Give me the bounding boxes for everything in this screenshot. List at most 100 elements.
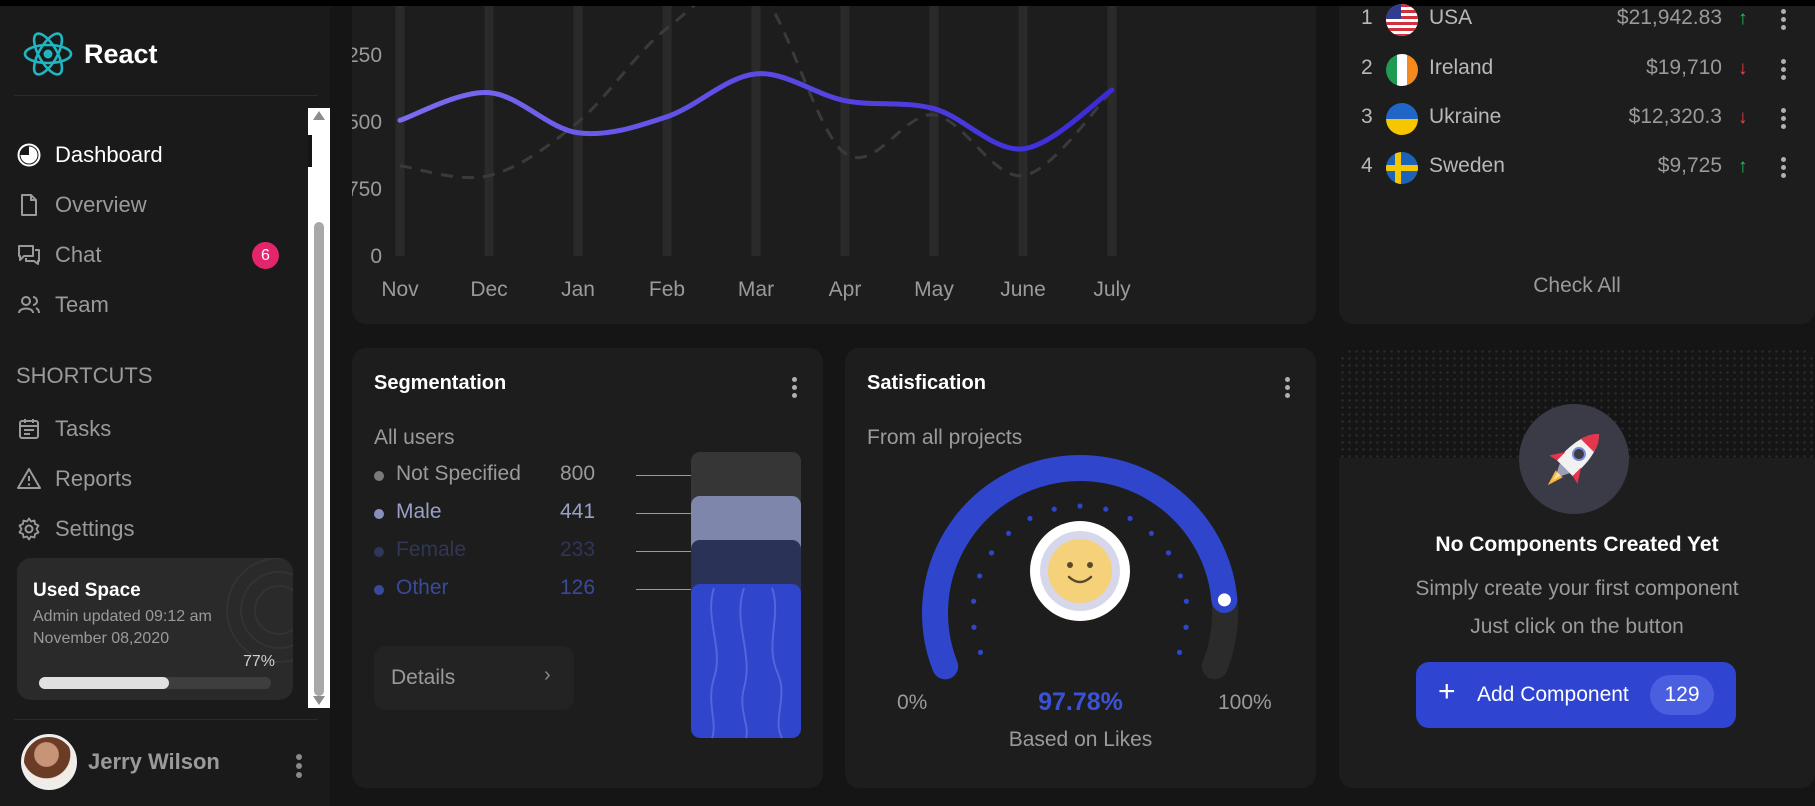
country-rank: 1 [1361, 6, 1373, 29]
ireland-flag-icon [1386, 54, 1418, 86]
arrow-down-icon: ↓ [1738, 107, 1748, 128]
x-tick-label: Feb [649, 278, 685, 301]
segmentation-menu-icon[interactable] [792, 377, 797, 401]
gauge-tick-dot [1051, 506, 1057, 512]
segment-connector [636, 551, 702, 552]
segment-row: Not Specified 800 [374, 460, 702, 490]
add-component-button[interactable]: + Add Component 129 [1416, 662, 1736, 728]
gauge-tick-dot [971, 598, 977, 604]
gauge-max-label: 100% [1218, 691, 1272, 714]
x-tick-label: Dec [470, 278, 507, 301]
used-space-title: Used Space [33, 580, 141, 601]
sidebar-item-label: Tasks [55, 416, 112, 441]
gauge-tick-dot [1165, 550, 1172, 556]
sidebar-item-label: Reports [55, 466, 133, 491]
sidebar: React Dashboard Overview Chat 6 [0, 6, 330, 806]
empty-state-hint: Just click on the button [1470, 615, 1684, 638]
satisfaction-gauge [922, 455, 1238, 680]
empty-components-card: No Components Created Yet Simply create … [1339, 348, 1815, 788]
top-edge [0, 0, 1815, 6]
react-logo-icon [23, 32, 73, 76]
gauge-tick-dot [1183, 598, 1189, 604]
x-tick-label: Jan [561, 278, 595, 301]
row-menu-icon[interactable] [1781, 108, 1786, 132]
chat-icon [18, 245, 40, 265]
sidebar-scrollbar[interactable] [308, 108, 330, 708]
country-row[interactable]: 4 Sweden $9,725 ↑ [1339, 144, 1815, 194]
avatar [21, 734, 77, 790]
row-menu-icon[interactable] [1781, 157, 1786, 181]
brand-name: React [84, 38, 158, 69]
gauge-fill [922, 455, 1238, 680]
sidebar-item-team[interactable]: Team [16, 280, 281, 330]
brand[interactable]: React [22, 28, 158, 80]
country-name: Ukraine [1429, 105, 1502, 128]
details-button[interactable]: Details › [374, 646, 574, 710]
used-space-date: November 08,2020 [33, 630, 170, 647]
segment-label: Female [396, 538, 467, 561]
country-name: Sweden [1429, 154, 1505, 177]
component-count-badge: 129 [1650, 675, 1714, 715]
row-menu-icon[interactable] [1781, 9, 1786, 33]
y-tick-label: 1500 [352, 111, 382, 134]
arrow-up-icon: ↑ [1738, 8, 1748, 29]
gear-icon [18, 517, 40, 541]
check-all-link[interactable]: Check All [1533, 274, 1621, 297]
x-tick-label: Nov [381, 278, 419, 301]
smiley-eye [1067, 562, 1073, 568]
segment-connector [636, 513, 702, 514]
scroll-track-marker [308, 135, 312, 167]
main-nav: Dashboard Overview Chat 6 Team [16, 130, 281, 330]
sidebar-item-settings[interactable]: Settings [16, 504, 281, 554]
segmentation-card: Segmentation All users Not Specified 800 M… [352, 348, 823, 788]
country-value: $9,725 [1657, 154, 1722, 177]
user-profile[interactable]: Jerry Wilson [21, 734, 220, 790]
scroll-up-icon[interactable] [313, 111, 325, 120]
satisfaction-subtitle: From all projects [867, 426, 1023, 449]
smiley-mouth [1067, 575, 1093, 584]
user-menu-icon[interactable] [296, 754, 302, 781]
segment-label: Male [396, 500, 442, 523]
sidebar-item-overview[interactable]: Overview [16, 180, 281, 230]
arrow-down-icon: ↓ [1738, 58, 1748, 79]
divider [14, 719, 318, 720]
user-name: Jerry Wilson [88, 749, 220, 774]
segment-dot [374, 547, 384, 557]
segment-label: Other [396, 576, 449, 599]
satisfaction-menu-icon[interactable] [1285, 377, 1290, 401]
country-row[interactable]: 3 Ukraine $12,320.3 ↓ [1339, 95, 1815, 145]
sweden-flag-icon [1386, 152, 1418, 184]
segment-dot [374, 471, 384, 481]
segment-dot [374, 585, 384, 595]
sidebar-item-label: Dashboard [55, 142, 163, 167]
side-panel-handle[interactable] [1800, 262, 1815, 312]
country-row[interactable]: 1 USA $21,942.83 ↑ [1339, 0, 1815, 46]
dashboard-icon [17, 143, 41, 167]
y-tick-label: 2250 [352, 44, 382, 67]
country-value: $19,710 [1646, 56, 1722, 79]
country-row[interactable]: 2 Ireland $19,710 ↓ [1339, 46, 1815, 96]
smiley-icon [1048, 539, 1112, 603]
country-name: USA [1429, 6, 1473, 29]
country-rank: 4 [1361, 154, 1373, 177]
row-menu-icon[interactable] [1781, 59, 1786, 83]
country-rank: 2 [1361, 56, 1373, 79]
smiley-eye [1087, 562, 1093, 568]
empty-state-description: Simply create your first component [1415, 577, 1739, 600]
sidebar-item-chat[interactable]: Chat 6 [16, 230, 281, 280]
scroll-thumb[interactable] [314, 222, 324, 696]
x-tick-label: May [914, 278, 954, 301]
used-space-percent: 77% [242, 653, 275, 670]
segment-value: 441 [560, 500, 596, 523]
sidebar-item-dashboard[interactable]: Dashboard [16, 130, 281, 180]
satisfaction-title: Satisfication [867, 372, 986, 394]
used-space-updated: Admin updated 09:12 am [33, 608, 212, 625]
sidebar-item-label: Overview [55, 192, 147, 217]
series-line-comparison [399, 6, 1114, 180]
sidebar-item-reports[interactable]: Reports [16, 454, 281, 504]
scroll-down-icon[interactable] [313, 696, 325, 705]
gauge-tick-dot [1148, 530, 1154, 536]
countries-card: Check All 1 USA $21,942.83 ↑ 2 Ireland $19,710… [1339, 4, 1815, 324]
sidebar-item-tasks[interactable]: Tasks [16, 404, 281, 454]
segment-dot [374, 509, 384, 519]
